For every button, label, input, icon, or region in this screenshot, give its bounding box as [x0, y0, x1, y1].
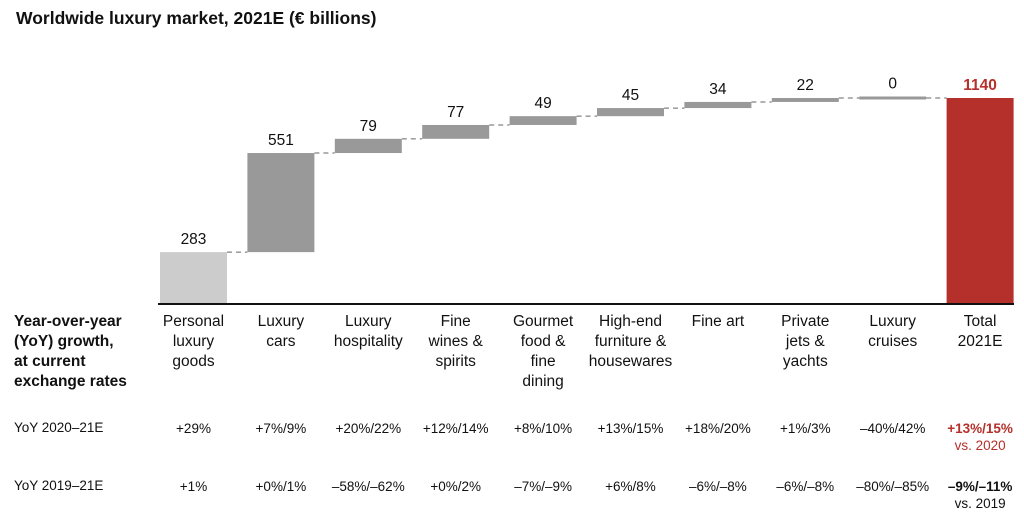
category-label-3: Fine wines & spirits: [428, 313, 483, 370]
growth-value-r1-c0: +1%: [179, 479, 208, 494]
bar-2: [334, 138, 402, 154]
growth-value-r1-c1: +0%/1%: [255, 479, 307, 494]
growth-value-r0-c3: +12%/14%: [422, 421, 489, 436]
category-label-5: High-end furniture & housewares: [588, 313, 673, 370]
bar-1: [247, 153, 315, 253]
bar-7: [771, 98, 839, 102]
data-label-4: 49: [534, 95, 551, 112]
category-label-8: Luxury cruises: [868, 313, 918, 350]
bar-5: [597, 108, 664, 117]
header-line-2: at current: [14, 353, 86, 370]
bar-9: [946, 98, 1014, 303]
row-label-2020-21: YoY 2020–21E: [14, 420, 104, 435]
data-label-5: 45: [622, 87, 639, 104]
data-label-3: 77: [447, 104, 464, 121]
bar-4: [509, 116, 577, 125]
growth-value-r1-c5: +6%/8%: [605, 479, 656, 494]
growth-value-r1-c4: –7%/–9%: [514, 479, 572, 494]
growth-value-r0-c2: +20%/22%: [335, 421, 402, 436]
growth-value-r0-c1: +7%/9%: [255, 421, 307, 436]
growth-value-r1-c2: –58%/–62%: [331, 479, 405, 494]
growth-value-r0-c9: +13%/15% vs. 2020: [925, 420, 1024, 454]
growth-value-r0-c5: +13%/15%: [597, 421, 664, 436]
header-line-1: (YoY) growth,: [14, 333, 114, 350]
category-label-4: Gourmet food & fine dining: [512, 313, 574, 390]
total-note-1: vs. 2019: [954, 496, 1006, 511]
total-note-0: vs. 2020: [954, 438, 1006, 453]
chart-title: Worldwide luxury market, 2021E (€ billio…: [16, 8, 377, 28]
growth-value-r1-c7: –6%/–8%: [776, 479, 835, 494]
growth-value-r0-c0: +29%: [176, 421, 211, 436]
data-label-7: 22: [797, 77, 814, 94]
data-label-6: 34: [709, 81, 727, 98]
growth-value-r1-c9: –9%/–11% vs. 2019: [925, 478, 1024, 512]
category-label-1: Luxury cars: [257, 313, 305, 350]
growth-value-r1-c6: –6%/–8%: [688, 479, 747, 494]
data-label-9: 1140: [963, 77, 997, 94]
bar-0: [160, 252, 227, 303]
growth-table-header: Year-over-year (YoY) growth, at current exc…: [14, 312, 127, 392]
row-label-2019-21: YoY 2019–21E: [14, 478, 104, 493]
growth-value-r0-c6: +18%/20%: [685, 421, 751, 436]
category-label-2: Luxury hospitality: [333, 313, 403, 350]
bar-3: [422, 124, 490, 139]
category-label-7: Private jets & yachts: [781, 313, 830, 370]
data-label-8: 0: [888, 76, 897, 93]
category-label-9: Total 2021E: [957, 313, 1003, 350]
bar-8: [859, 96, 927, 100]
category-label-0: Personal luxury goods: [162, 313, 225, 370]
data-label-1: 551: [268, 132, 294, 149]
growth-value-r0-c7: +1%/3%: [779, 421, 831, 436]
header-line-0: Year-over-year: [14, 313, 122, 330]
growth-value-r1-c3: +0%/2%: [430, 479, 482, 494]
data-label-2: 79: [360, 118, 377, 135]
growth-value-r1-c8: –80%/–85%: [856, 479, 930, 494]
growth-value-r0-c4: +8%/10%: [514, 421, 573, 436]
growth-value-r0-c8: –40%/42%: [860, 421, 926, 436]
data-label-0: 283: [181, 231, 207, 248]
bar-6: [684, 101, 752, 109]
category-label-6: Fine art: [691, 313, 745, 330]
header-line-3: exchange rates: [14, 373, 127, 390]
